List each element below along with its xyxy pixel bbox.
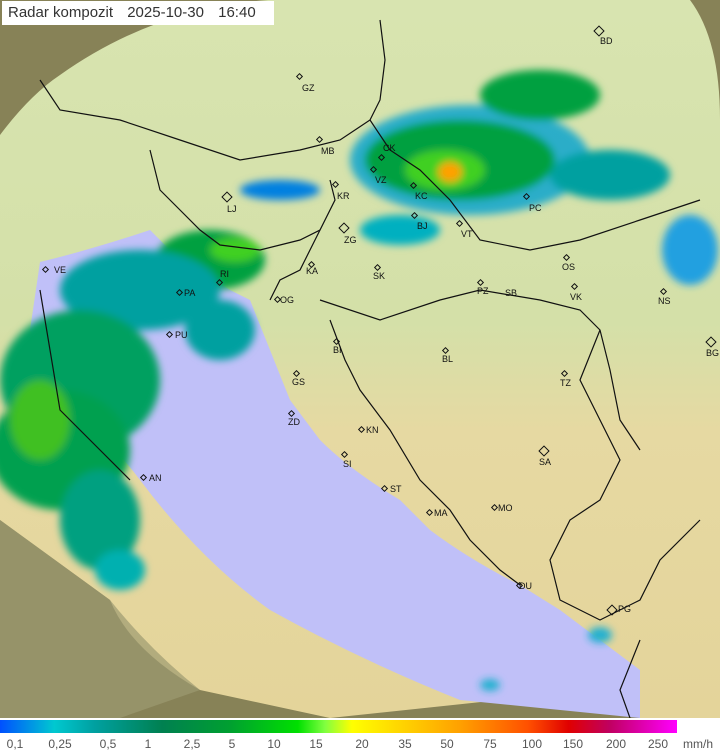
city-label: MB [321,146,335,156]
city-label: PZ [477,286,489,296]
legend-tick: 5 [228,737,236,751]
legend-tick: 200 [605,737,627,751]
city-label: SB [505,288,518,298]
legend-tick: 50 [440,737,454,751]
city-label: ZG [344,235,357,245]
city-label: GS [292,377,306,387]
city-label: CK [383,143,396,153]
city-label: VE [54,265,67,275]
legend-tick: 0,25 [48,737,72,751]
city-label: PG [618,604,632,614]
legend-tick: 35 [398,737,412,751]
city-label: KR [337,191,350,201]
city-label: OG [280,295,295,305]
precipitation-legend: 0,1 0,25 0,5 1 2,5 5 10 15 20 35 50 75 100 150 200 250 m… [0,718,720,751]
city-label: VZ [375,175,387,185]
city-label: ZD [288,417,300,427]
legend-tick: 0,1 [6,737,24,751]
map-canvas [0,0,720,718]
dark-land-sw [0,520,200,718]
legend-tick: 10 [267,737,281,751]
city-label: KA [306,266,319,276]
title-label: Radar kompozit [8,4,114,21]
city-label: PC [529,203,542,213]
city-label: BG [706,348,720,358]
city-label: SK [373,271,386,281]
city-label: MO [498,503,513,513]
map-title: Radar kompozit 2025-10-30 16:40 [2,1,274,25]
title-time: 16:40 [218,4,256,21]
radar-echoes [0,70,718,691]
legend-tick: 2,5 [183,737,201,751]
city-label: LJ [227,204,237,214]
legend-tick: 20 [355,737,369,751]
city-label: KN [366,425,379,435]
city-label: NS [658,296,671,306]
city-label: SA [539,457,552,467]
legend-tick: 75 [483,737,497,751]
city-label: BI [333,345,342,355]
city-label: BJ [417,221,428,231]
legend-tick: 15 [309,737,323,751]
legend-color-scale [0,720,677,733]
legend-tick: 0,5 [99,737,117,751]
city-label: BL [442,354,454,364]
legend-tick: 1 [144,737,152,751]
borders [39,19,701,718]
city-label: SI [343,459,352,469]
city-label: RI [220,269,229,279]
radar-map[interactable]: Radar kompozit 2025-10-30 16:40 GZ MB CK VZ… [0,0,720,718]
city-label: DU [519,581,532,591]
city-label: GZ [302,83,315,93]
city-label: ST [390,484,402,494]
legend-tick: 150 [562,737,584,751]
city-label: MA [434,508,448,518]
city-label: BD [600,36,613,46]
title-date: 2025-10-30 [127,4,204,21]
legend-tick: 250 [647,737,669,751]
city-label: AN [149,473,162,483]
city-label: OS [562,262,576,272]
city-label: KC [415,191,428,201]
city-label: TZ [560,378,571,388]
sea [30,230,640,718]
city-label: PU [175,330,188,340]
city-label: VT [461,229,473,239]
city-label: PA [184,288,196,298]
legend-unit: mm/h [683,737,713,751]
city-label: VK [570,292,583,302]
legend-tick: 100 [521,737,543,751]
